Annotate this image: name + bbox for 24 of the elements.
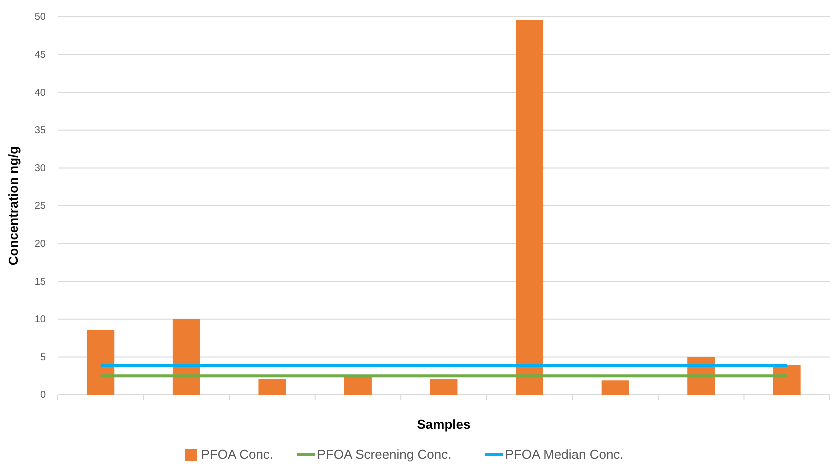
y-tick-label: 25	[34, 201, 46, 212]
legend-label: PFOA Median Conc.	[505, 447, 624, 462]
bar	[430, 379, 458, 395]
bar	[87, 330, 115, 395]
bar	[773, 366, 801, 395]
legend-label: PFOA Conc.	[201, 447, 274, 462]
bar	[172, 319, 200, 395]
y-tick-label: 50	[34, 12, 46, 24]
y-tick-label: 15	[34, 276, 46, 288]
y-tick-label: 45	[34, 50, 46, 61]
legend-label: PFOA Screening Conc.	[317, 447, 452, 462]
y-tick-label: 5	[40, 352, 46, 364]
bar	[516, 20, 544, 395]
bar	[344, 376, 372, 395]
bar	[602, 380, 630, 395]
y-tick-label: 35	[34, 126, 46, 137]
x-axis-title: Samples	[417, 417, 471, 432]
y-tick-label: 0	[40, 390, 46, 402]
bar	[258, 379, 286, 395]
y-tick-label: 40	[34, 88, 46, 99]
y-tick-label: 10	[34, 314, 46, 326]
y-tick-label: 30	[34, 163, 46, 174]
y-tick-label: 20	[34, 239, 46, 250]
y-axis-title: Concentration ng/g	[6, 146, 21, 266]
